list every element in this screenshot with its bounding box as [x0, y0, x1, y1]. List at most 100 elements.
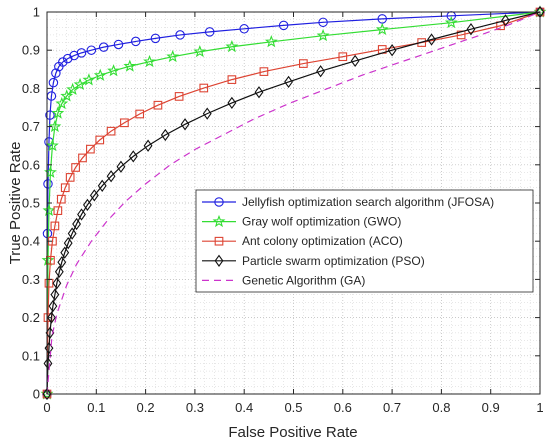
data-point [77, 208, 86, 221]
data-point [254, 86, 264, 99]
data-point [143, 139, 153, 152]
data-point [387, 44, 397, 57]
data-point [50, 288, 60, 301]
y-tick-label: 0.5 [22, 196, 40, 211]
data-point [193, 44, 207, 58]
data-point [63, 236, 73, 250]
data-point [42, 203, 56, 217]
data-point [48, 299, 58, 313]
data-point [501, 14, 510, 27]
data-point [166, 49, 180, 63]
data-point [46, 138, 59, 152]
data-point [52, 277, 62, 290]
data-point [78, 153, 87, 163]
data-point [120, 118, 129, 128]
data-point [239, 24, 249, 34]
x-tick-label: 0 [43, 400, 50, 415]
data-point [417, 38, 427, 47]
data-point [55, 96, 69, 110]
data-point [180, 118, 190, 131]
legend-label: Genetic Algorithm (GA) [242, 273, 365, 287]
x-tick-label: 0.2 [137, 400, 155, 415]
x-tick-label: 0.6 [334, 400, 352, 415]
x-tick-label: 0.7 [383, 400, 401, 415]
x-tick-label: 0.9 [482, 400, 500, 415]
data-point [106, 126, 116, 136]
data-point [57, 256, 67, 269]
data-point [284, 75, 293, 89]
data-point [123, 59, 137, 72]
data-point [66, 82, 80, 96]
data-point [54, 265, 64, 278]
data-point [175, 30, 185, 40]
data-point [153, 100, 163, 110]
data-point [43, 179, 53, 189]
data-point [113, 39, 124, 50]
data-point [466, 23, 476, 36]
x-axis-label: False Positive Rate [228, 424, 357, 440]
data-point [41, 253, 55, 266]
x-tick-label: 0.5 [284, 400, 302, 415]
data-point [427, 33, 436, 46]
data-point [98, 42, 109, 52]
data-point [95, 135, 105, 145]
data-point [65, 173, 75, 182]
y-tick-label: 0.2 [22, 310, 40, 325]
x-tick-label: 0.4 [235, 400, 253, 415]
y-tick-label: 0 [33, 387, 40, 402]
data-point [47, 311, 56, 324]
data-point [93, 68, 107, 81]
legend-label: Ant colony optimization (ACO) [242, 234, 403, 248]
y-tick-label: 0.3 [22, 272, 40, 287]
data-point [82, 73, 96, 86]
data-point [53, 206, 63, 215]
data-point [227, 75, 237, 84]
data-point [50, 221, 60, 231]
legend: Jellyfish optimization search algorithm … [195, 189, 534, 293]
series-line [46, 11, 541, 395]
data-point [60, 246, 70, 259]
y-tick-label: 0.8 [22, 81, 40, 96]
series-line [46, 11, 541, 395]
x-tick-label: 1 [536, 400, 543, 415]
data-point [225, 40, 239, 53]
data-point [150, 33, 161, 44]
data-point [42, 387, 52, 401]
data-point [86, 45, 97, 55]
data-point [48, 119, 62, 133]
data-point [160, 128, 170, 142]
data-point [58, 57, 68, 67]
data-point [60, 183, 70, 193]
data-point [76, 48, 87, 58]
y-tick-label: 0.4 [22, 234, 40, 249]
data-point [375, 22, 389, 36]
data-point [130, 36, 141, 47]
y-tick-label: 0.9 [22, 43, 40, 58]
data-point [51, 68, 61, 78]
legend-label: Gray wolf optimization (GWO) [242, 215, 401, 229]
data-point [204, 27, 215, 37]
data-point [259, 67, 269, 76]
data-point [43, 357, 53, 370]
data-point [71, 163, 80, 172]
data-point [83, 198, 92, 212]
legend-marker [214, 254, 224, 267]
data-point [62, 53, 73, 64]
series-1 [40, 5, 547, 400]
data-point [128, 150, 138, 163]
data-point [264, 35, 278, 48]
data-point [72, 217, 82, 231]
legend-label: Jellyfish optimization search algorithm … [242, 195, 494, 209]
data-point [56, 194, 66, 204]
data-point [51, 106, 65, 119]
data-point [199, 83, 209, 93]
legend-label: Particle swarm optimization (PSO) [242, 254, 425, 268]
series-line [46, 11, 541, 395]
x-tick-label: 0.1 [87, 400, 105, 415]
series-4 [46, 11, 541, 395]
data-point [48, 77, 59, 88]
data-point [143, 54, 156, 68]
data-point [135, 109, 145, 119]
data-point [350, 54, 360, 68]
